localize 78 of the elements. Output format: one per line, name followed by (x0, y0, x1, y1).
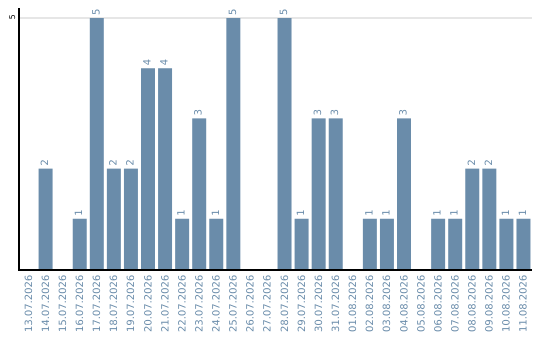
bar (106, 168, 121, 269)
bar (38, 168, 53, 269)
data-label: 2 (40, 159, 52, 166)
data-label: 1 (450, 209, 461, 216)
x-tick-label: 01.08.2026 (348, 274, 360, 332)
data-label: 1 (210, 209, 222, 216)
data-label: 1 (296, 209, 308, 216)
data-label: 1 (432, 209, 444, 216)
bar (482, 168, 496, 269)
x-tick-label: 07.08.2026 (450, 274, 462, 332)
data-label: 1 (176, 209, 188, 216)
bar (175, 218, 190, 269)
bar (141, 68, 155, 269)
bar (431, 218, 446, 269)
data-label: 1 (74, 209, 86, 216)
x-tick-label: 21.07.2026 (160, 274, 172, 332)
data-label: 3 (313, 109, 324, 116)
x-tick-label: 22.07.2026 (177, 274, 188, 332)
bar (278, 18, 292, 269)
x-tick-label: 16.07.2026 (74, 274, 86, 332)
bar (226, 18, 240, 269)
x-tick-label: 04.08.2026 (399, 274, 410, 332)
x-tick-label: 30.07.2026 (314, 274, 325, 332)
data-label: 5 (228, 8, 239, 16)
x-tick-label: 25.07.2026 (228, 274, 240, 332)
x-tick-label: 31.07.2026 (330, 274, 342, 332)
data-label: 4 (160, 58, 171, 66)
x-tick-label: 23.07.2026 (194, 274, 206, 332)
x-tick-label: 15.07.2026 (58, 274, 69, 332)
x-tick-label: 20.07.2026 (143, 274, 154, 332)
data-label: 1 (500, 209, 512, 216)
x-tick-label: 14.07.2026 (40, 274, 52, 332)
data-label: 1 (518, 209, 529, 216)
data-label: 2 (125, 159, 136, 166)
x-tick-label: 02.08.2026 (365, 274, 376, 332)
bar (209, 218, 224, 269)
x-tick-label: 24.07.2026 (212, 274, 223, 332)
x-tick-label: 13.07.2026 (24, 274, 35, 332)
x-tick-label: 26.07.2026 (246, 274, 257, 332)
bar (362, 218, 377, 269)
x-tick-label: 19.07.2026 (126, 274, 138, 332)
x-tick-label: 28.07.2026 (280, 274, 291, 332)
bar (312, 118, 326, 269)
data-label: 4 (142, 58, 154, 66)
bar (328, 118, 343, 269)
bar (72, 218, 87, 269)
data-label: 1 (381, 209, 392, 216)
x-tick-label: 29.07.2026 (296, 274, 308, 332)
x-tick-label: 11.08.2026 (518, 274, 530, 332)
data-label: 5 (91, 8, 102, 16)
bar (90, 18, 104, 269)
x-tick-label: 27.07.2026 (262, 274, 274, 332)
x-tick-label: 08.08.2026 (468, 274, 479, 332)
data-label: 3 (330, 109, 342, 116)
bar (158, 68, 172, 269)
data-label: 2 (466, 159, 478, 166)
bar (192, 118, 206, 269)
data-label: 1 (364, 209, 376, 216)
bar (499, 218, 514, 269)
data-label: 5 (279, 8, 290, 16)
x-tick-label: 09.08.2026 (484, 274, 496, 332)
x-tick-label: 03.08.2026 (382, 274, 394, 332)
x-tick-label: 10.08.2026 (502, 274, 513, 332)
bar (124, 168, 138, 269)
bar (294, 218, 309, 269)
bar (380, 218, 394, 269)
bar (448, 218, 462, 269)
data-label: 3 (398, 109, 410, 116)
bar (516, 218, 530, 269)
x-tick-label: 05.08.2026 (416, 274, 428, 332)
data-label: 2 (108, 159, 120, 166)
data-label: 3 (194, 109, 205, 116)
data-label: 2 (484, 159, 495, 166)
x-tick-label: 17.07.2026 (92, 274, 104, 332)
x-tick-label: 18.07.2026 (109, 274, 120, 332)
bar (465, 168, 480, 269)
x-tick-label: 06.08.2026 (433, 274, 444, 332)
bar (397, 118, 411, 269)
